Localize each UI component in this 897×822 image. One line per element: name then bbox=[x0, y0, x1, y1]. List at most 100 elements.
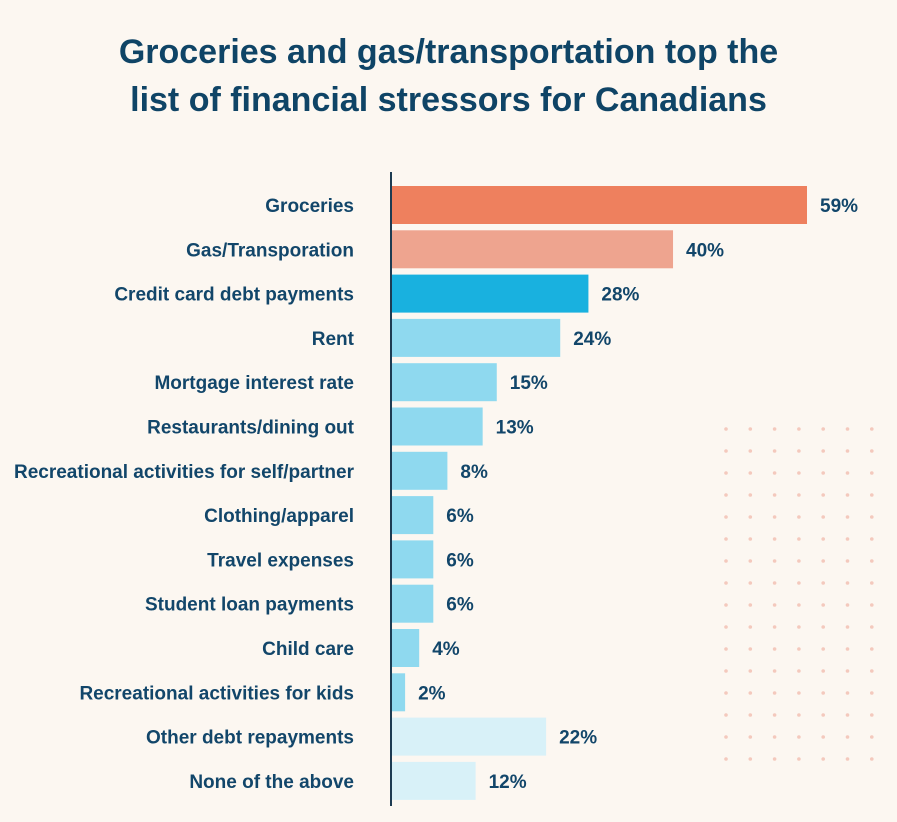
decorative-dot bbox=[821, 493, 825, 497]
decorative-dot bbox=[797, 427, 801, 431]
decorative-dot bbox=[724, 427, 728, 431]
decorative-dot bbox=[797, 559, 801, 563]
decorative-dot bbox=[797, 581, 801, 585]
decorative-dot bbox=[821, 427, 825, 431]
bar bbox=[391, 363, 497, 402]
decorative-dot bbox=[772, 427, 777, 431]
decorative-dot bbox=[845, 647, 850, 651]
decorative-dot bbox=[821, 559, 825, 563]
decorative-dot bbox=[845, 537, 850, 541]
decorative-dot bbox=[724, 493, 728, 497]
decorative-dot bbox=[724, 669, 728, 673]
decorative-dot bbox=[772, 493, 777, 497]
chart-title-line-2: list of financial stressors for Canadian… bbox=[130, 81, 767, 119]
decorative-dot bbox=[772, 669, 777, 673]
decorative-dot bbox=[724, 559, 728, 563]
bar bbox=[391, 629, 420, 667]
value-label: 8% bbox=[460, 462, 488, 483]
category-label: Clothing/apparel bbox=[204, 506, 354, 527]
decorative-dot bbox=[772, 581, 777, 585]
decorative-dot-grid bbox=[724, 427, 874, 761]
category-label: Gas/Transporation bbox=[186, 240, 354, 261]
decorative-dot bbox=[797, 669, 801, 673]
decorative-dot bbox=[797, 537, 801, 541]
value-label: 24% bbox=[573, 329, 611, 350]
category-label: Student loan payments bbox=[145, 595, 354, 616]
decorative-dot bbox=[821, 603, 825, 607]
decorative-dot bbox=[797, 625, 801, 629]
decorative-dot bbox=[845, 713, 850, 717]
decorative-dot bbox=[870, 427, 874, 431]
decorative-dot bbox=[724, 581, 728, 585]
decorative-dot bbox=[797, 515, 801, 519]
decorative-dot bbox=[748, 537, 753, 541]
decorative-dot bbox=[870, 603, 874, 607]
decorative-dot bbox=[748, 757, 753, 761]
decorative-dot bbox=[748, 559, 753, 563]
value-label: 6% bbox=[446, 550, 474, 571]
decorative-dot bbox=[821, 537, 825, 541]
decorative-dot bbox=[870, 493, 874, 497]
decorative-dot bbox=[748, 713, 753, 717]
bar bbox=[391, 318, 561, 357]
bar bbox=[391, 274, 589, 313]
category-label: Credit card debt payments bbox=[114, 285, 354, 306]
value-label: 12% bbox=[489, 772, 527, 793]
value-label: 6% bbox=[446, 595, 474, 616]
decorative-dot bbox=[748, 647, 753, 651]
decorative-dot bbox=[724, 691, 728, 695]
decorative-dot bbox=[870, 669, 874, 673]
value-label: 4% bbox=[432, 639, 460, 660]
decorative-dot bbox=[724, 449, 728, 453]
decorative-dot bbox=[772, 757, 777, 761]
value-label: 6% bbox=[446, 506, 474, 527]
decorative-dot bbox=[845, 427, 850, 431]
decorative-dot bbox=[797, 713, 801, 717]
bar bbox=[391, 673, 406, 712]
decorative-dot bbox=[845, 757, 850, 761]
decorative-dot bbox=[821, 581, 825, 585]
decorative-dot bbox=[870, 471, 874, 475]
decorative-dot bbox=[724, 537, 728, 541]
decorative-dot bbox=[797, 471, 801, 475]
decorative-dot bbox=[748, 471, 753, 475]
value-label: 22% bbox=[559, 728, 597, 749]
decorative-dot bbox=[845, 515, 850, 519]
bars-group: Groceries 59% Gas/Transporation 40% Credit c… bbox=[14, 186, 858, 800]
bar bbox=[391, 451, 448, 490]
value-label: 2% bbox=[418, 683, 446, 704]
decorative-dot bbox=[845, 581, 850, 585]
decorative-dot bbox=[845, 471, 850, 475]
decorative-dot bbox=[870, 691, 874, 695]
bar bbox=[391, 407, 483, 446]
decorative-dot bbox=[724, 515, 728, 519]
category-label: Recreational activities for kids bbox=[79, 683, 354, 704]
decorative-dot bbox=[772, 471, 777, 475]
decorative-dot bbox=[797, 647, 801, 651]
decorative-dot bbox=[772, 713, 777, 717]
decorative-dot bbox=[845, 691, 850, 695]
category-label: None of the above bbox=[189, 772, 354, 793]
decorative-dot bbox=[870, 537, 874, 541]
decorative-dot bbox=[821, 691, 825, 695]
category-label: Travel expenses bbox=[207, 550, 354, 571]
decorative-dot bbox=[821, 735, 825, 739]
decorative-dot bbox=[724, 603, 728, 607]
decorative-dot bbox=[821, 669, 825, 673]
decorative-dot bbox=[821, 647, 825, 651]
decorative-dot bbox=[748, 427, 753, 431]
decorative-dot bbox=[870, 757, 874, 761]
decorative-dot bbox=[821, 471, 825, 475]
bar bbox=[391, 496, 434, 535]
decorative-dot bbox=[748, 581, 753, 585]
category-label: Mortgage interest rate bbox=[154, 373, 354, 394]
decorative-dot bbox=[797, 757, 801, 761]
value-label: 59% bbox=[820, 196, 858, 217]
bar bbox=[391, 540, 434, 579]
decorative-dot bbox=[772, 537, 777, 541]
value-label: 40% bbox=[686, 240, 724, 261]
decorative-dot bbox=[772, 603, 777, 607]
value-label: 15% bbox=[510, 373, 548, 394]
